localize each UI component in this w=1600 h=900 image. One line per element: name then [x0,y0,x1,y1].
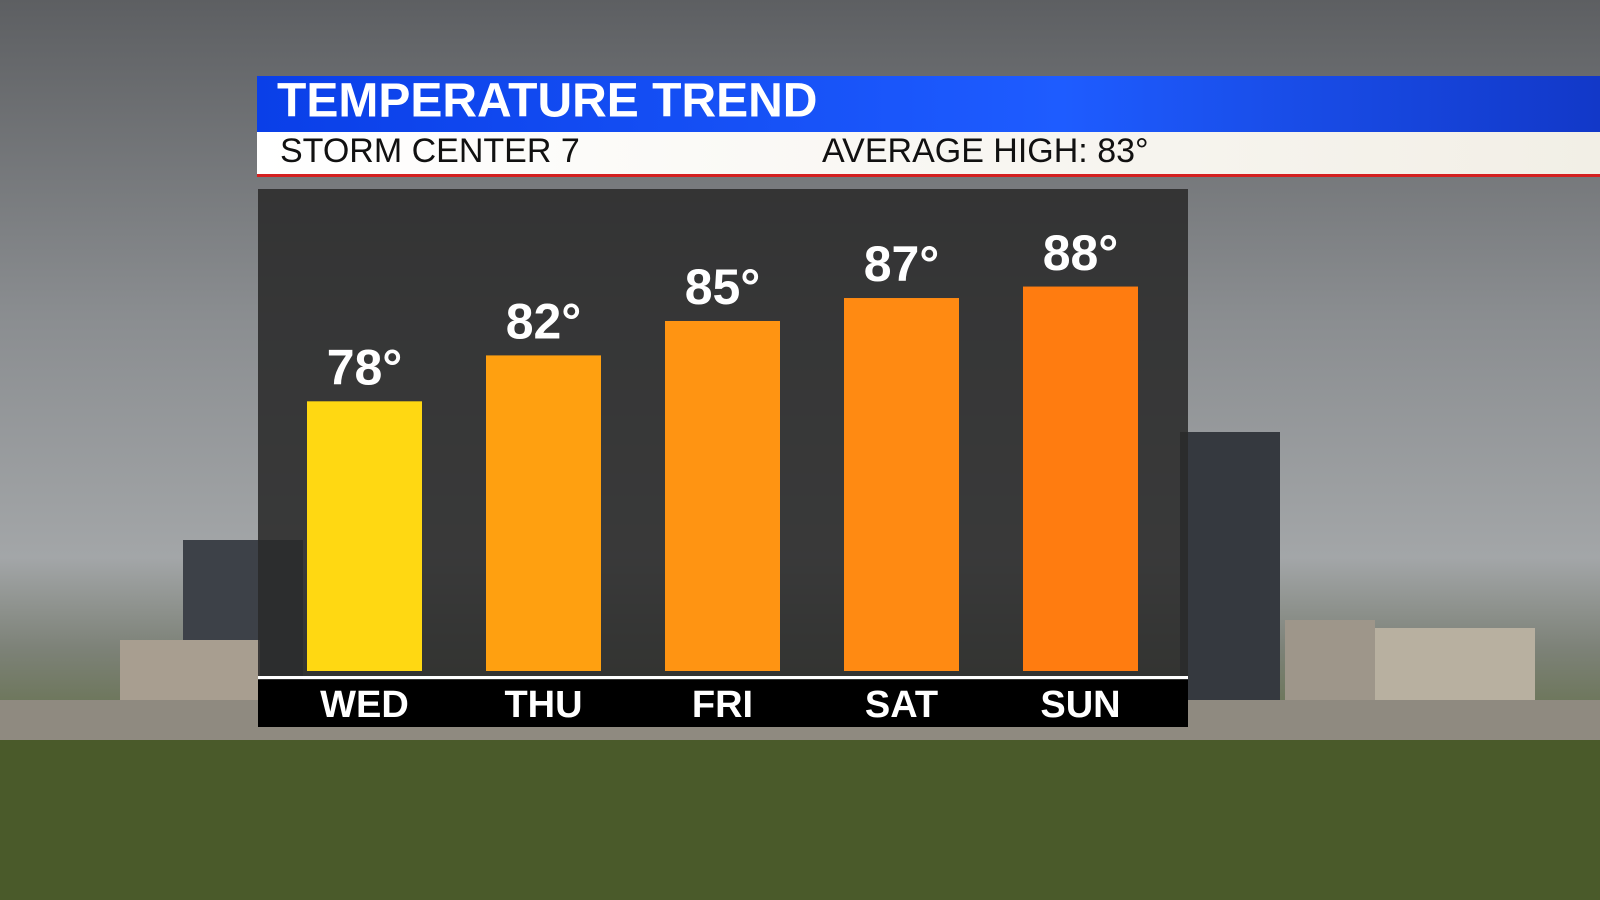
red-rule [257,174,1600,177]
x-tick-label: THU [504,684,582,726]
bar [1023,286,1138,671]
value-label: 82° [506,294,582,350]
baseline [258,676,1188,679]
bar [307,401,422,671]
bar [486,355,601,671]
subtitle-bar [257,132,1600,174]
bar [844,298,959,671]
x-tick-label: SUN [1040,684,1120,726]
chart-title: TEMPERATURE TREND [277,75,817,128]
x-tick-label: WED [320,684,409,726]
value-label: 87° [864,236,940,292]
value-label: 85° [685,259,761,315]
bar [665,320,780,671]
annotation: AVERAGE HIGH: 83° [822,132,1149,170]
category-strip [258,680,1188,727]
x-tick-label: SAT [865,684,938,726]
x-tick-label: FRI [692,684,753,726]
subtitle: STORM CENTER 7 [280,132,580,170]
title-bar [257,76,1600,132]
value-label: 88° [1043,225,1119,281]
value-label: 78° [327,340,403,396]
